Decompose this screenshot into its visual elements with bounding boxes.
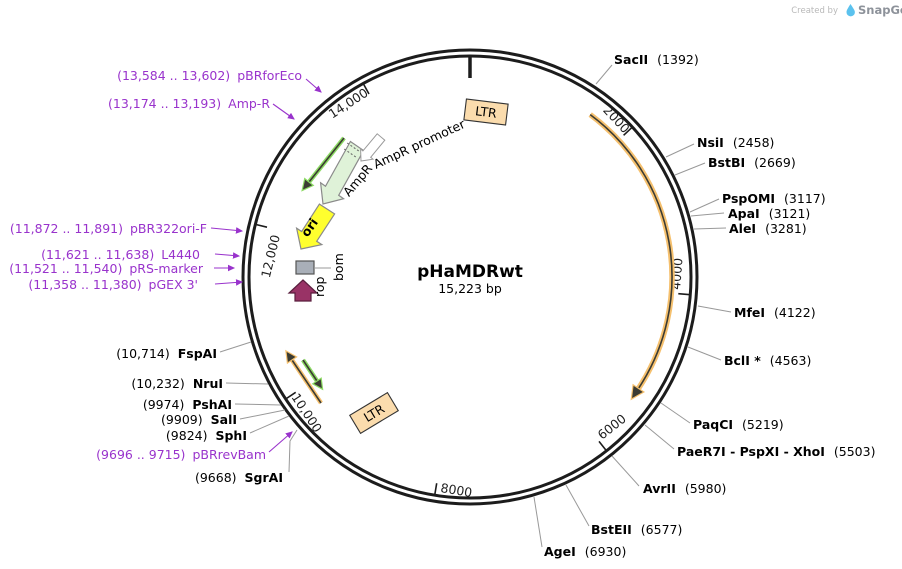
snapgene-logo-icon xyxy=(846,4,855,17)
callout-line-paqci xyxy=(660,402,691,424)
gene-arc-centerline xyxy=(589,113,673,389)
site-label-apai: ApaI (3121) xyxy=(728,206,810,221)
ori-arrow xyxy=(295,203,336,250)
tick-8000 xyxy=(433,483,438,496)
bom-label: bom xyxy=(331,253,346,281)
primer-line-pbr322orif xyxy=(210,227,244,234)
site-label-avrii: AvrII (5980) xyxy=(643,481,726,496)
site-label-nrui: (10,232) NruI xyxy=(131,376,223,391)
primer-line-l4440 xyxy=(214,252,241,259)
primer-line-pgex3 xyxy=(214,279,244,286)
site-label-pspomi: PspOMI (3117) xyxy=(722,191,826,206)
site-label-paer7i-pspxi-xhoi: PaeR7I - PspXI - XhoI (5503) xyxy=(677,444,875,459)
callout-line-sgrai xyxy=(288,429,298,473)
site-label-alei: AleI (3281) xyxy=(729,221,807,236)
site-label-sphi: (9824) SphI xyxy=(166,428,247,443)
plasmid-size: 15,223 bp xyxy=(438,281,502,296)
site-label-bcli: BclI * (4563) xyxy=(724,353,811,368)
ltr-box-bottom: LTR xyxy=(348,391,400,435)
site-label-pshai: (9974) PshAI xyxy=(143,397,232,412)
site-label-sali: (9909) SalI xyxy=(161,412,237,427)
bom-box xyxy=(295,260,315,275)
small-orange-arrowhead xyxy=(285,349,298,365)
plasmid-ring-outer xyxy=(241,48,699,506)
primer-label-pbrrevbam: (9696 .. 9715) pBRrevBam xyxy=(96,447,266,462)
callout-line-sphi xyxy=(249,415,290,434)
small-green-arrowhead xyxy=(311,377,324,391)
ltr-label-top: LTR xyxy=(474,103,498,121)
created-by-text: Created by xyxy=(791,6,838,16)
primer-label-prs-marker: (11,521 .. 11,540) pRS-marker xyxy=(9,261,204,276)
callout-line-agei xyxy=(533,496,543,548)
site-label-agei: AgeI (6930) xyxy=(544,544,626,559)
ampr-promoter-label: AmpR promoter xyxy=(371,116,468,172)
callout-line-nsii xyxy=(665,143,695,158)
site-label-fspai: (10,714) FspAI xyxy=(116,346,217,361)
callout-line-fspai xyxy=(219,341,252,353)
callout-line-avrii xyxy=(611,455,640,487)
snapgene-credit: Created by SnapGene xyxy=(791,3,902,17)
ampr-outline-arrow-centerline xyxy=(308,137,345,183)
tick-12000 xyxy=(255,223,268,228)
callout-line-paer7i xyxy=(644,424,675,450)
small-green-arrow-centerline xyxy=(302,359,318,382)
ampr-arrow xyxy=(319,140,365,205)
callout-line-bcli xyxy=(687,346,722,361)
callout-line-alei xyxy=(693,227,727,230)
primer-label-l4440: (11,621 .. 11,638) L4440 xyxy=(41,247,200,262)
tick-10000 xyxy=(285,391,297,400)
callout-line-nrui xyxy=(225,382,269,385)
primer-line-pbrrevbam xyxy=(268,431,293,453)
gene-arc-arrowhead xyxy=(630,383,646,401)
primer-label-ampr-primer: (13,174 .. 13,193) Amp-R xyxy=(108,96,270,111)
callout-line-bstbi xyxy=(674,162,706,176)
callout-line-apai xyxy=(690,212,725,217)
tick-14000 xyxy=(362,83,370,95)
ltr-box-top: LTR xyxy=(463,98,509,126)
ampr-outline-arrowhead xyxy=(301,177,315,192)
site-label-mfei: MfeI (4122) xyxy=(734,305,816,320)
tick-6000 xyxy=(598,440,608,452)
callout-line-pshai xyxy=(234,403,282,406)
primer-label-pbr322orif: (11,872 .. 11,891) pBR322ori-F xyxy=(10,221,207,236)
site-label-nsii: NsiI (2458) xyxy=(697,135,774,150)
ampr-promoter-arrow xyxy=(360,133,386,162)
primer-label-pgex3: (11,358 .. 11,380) pGEX 3' xyxy=(28,277,198,292)
tick-label-8000: 8000 xyxy=(440,480,474,500)
snapgene-brand: SnapGene xyxy=(858,3,902,17)
site-label-sacii: SacII (1392) xyxy=(614,52,699,67)
callout-line-pspomi xyxy=(689,198,720,213)
tick-2000 xyxy=(623,126,633,136)
callout-line-mfei xyxy=(697,305,732,313)
small-orange-arrow-centerline xyxy=(291,359,322,404)
primer-label-pbrforeco: (13,584 .. 13,602) pBRforEco xyxy=(117,68,302,83)
callout-line-bsteii xyxy=(565,484,590,527)
site-label-paqci: PaqCI (5219) xyxy=(693,417,784,432)
primer-line-ampr-primer xyxy=(272,103,295,120)
rop-arrow xyxy=(287,279,319,302)
tick-label-12000: 12,000 xyxy=(258,233,283,279)
site-label-bsteii: BstEII (6577) xyxy=(591,522,682,537)
callout-line-sacii xyxy=(595,64,613,85)
rop-label: rop xyxy=(312,276,327,297)
site-label-sgrai: (9668) SgrAI xyxy=(195,470,283,485)
tick-4000 xyxy=(678,292,691,296)
primer-line-pbrforeco xyxy=(305,78,322,93)
site-label-bstbi: BstBI (2669) xyxy=(708,155,796,170)
callout-line-sali xyxy=(239,409,286,420)
plasmid-name: pHaMDRwt xyxy=(417,262,523,282)
